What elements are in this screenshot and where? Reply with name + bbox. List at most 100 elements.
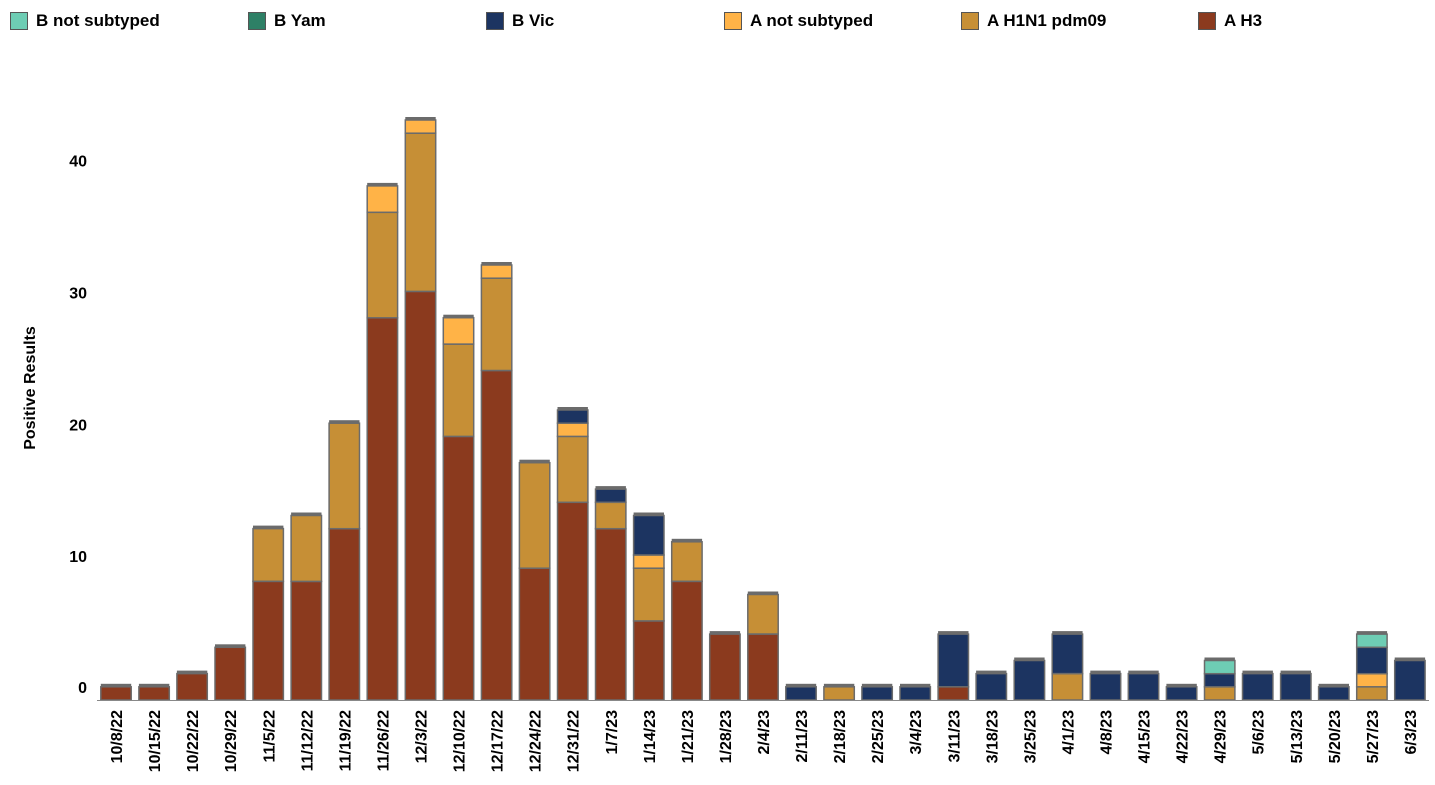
bar-segment (556, 409, 589, 424)
bar-cap (367, 182, 398, 187)
bar-segment (366, 211, 399, 319)
bar-segment (290, 580, 323, 701)
legend-label: A not subtyped (750, 11, 874, 30)
legend-swatch (724, 12, 742, 30)
bar-segment (518, 567, 551, 701)
bar-segment (1279, 672, 1312, 701)
y-tick-label: 0 (78, 680, 87, 697)
bar-segment (252, 527, 285, 583)
bar-segment (594, 501, 627, 530)
x-tick-label: 1/14/23 (642, 710, 659, 763)
bar-cap (747, 591, 779, 595)
bar-segment (670, 580, 703, 701)
x-tick-label: 12/24/22 (528, 710, 545, 772)
bar-segment (518, 461, 551, 569)
legend-item-a-h3: A H3 (1198, 10, 1262, 32)
bar-segment (1013, 659, 1046, 701)
bar-segment (556, 422, 589, 438)
bar-segment (404, 132, 437, 293)
bar-segment (328, 422, 361, 530)
bar-segment (1165, 686, 1198, 701)
bar-segment (138, 686, 171, 701)
legend-label: A H3 (1224, 11, 1263, 30)
bar-cap (938, 631, 969, 635)
bar-segment (1317, 686, 1350, 701)
legend-swatch (1198, 12, 1216, 30)
bar-segment (1089, 672, 1122, 701)
x-tick-label: 6/3/23 (1403, 710, 1420, 755)
bar-segment (747, 593, 779, 635)
bar-segment (1355, 633, 1388, 649)
bar-segment (404, 119, 437, 134)
bar-segment (442, 435, 475, 701)
legend-item-b-not-subtyped: B not subtyped (10, 10, 160, 32)
bar-segment (785, 686, 817, 701)
bar-segment (1355, 686, 1388, 701)
bar-cap (443, 314, 474, 319)
legend-swatch (10, 12, 28, 30)
bar-segment (823, 686, 856, 701)
bar-segment (1203, 686, 1236, 701)
bar-cap (1166, 683, 1197, 688)
x-tick-label: 12/10/22 (452, 710, 469, 772)
bar-cap (215, 644, 246, 648)
x-tick-label: 2/11/23 (794, 710, 811, 763)
bar-cap (253, 525, 284, 530)
x-tick-label: 3/18/23 (984, 710, 1001, 763)
legend-swatch (961, 12, 979, 30)
bar-segment (366, 185, 399, 214)
bar-cap (633, 512, 664, 516)
bar-cap (176, 670, 208, 675)
bar-cap (519, 459, 550, 464)
bar-cap (861, 683, 893, 688)
bar-segment (556, 435, 589, 504)
bar-cap (1204, 657, 1235, 661)
y-tick-label: 30 (69, 286, 87, 303)
x-tick-label: 11/12/22 (299, 710, 316, 772)
bar-segment (100, 686, 132, 701)
bar-segment (1203, 659, 1236, 675)
x-axis-ticks: 10/8/22 10/15/22 10/22/22 10/29/22 11/5/22 11… (109, 710, 1420, 772)
legend-item-b-vic: B Vic (486, 10, 554, 32)
x-tick-label: 11/19/22 (337, 710, 354, 772)
legend-swatch (486, 12, 504, 30)
bar-cap (1356, 631, 1388, 635)
y-tick-label: 10 (69, 549, 87, 566)
bar-segment (1127, 672, 1160, 701)
x-tick-label: 1/7/23 (604, 710, 621, 755)
bar-cap (138, 683, 170, 688)
y-tick-label: 40 (69, 154, 87, 171)
bar-segment (1355, 646, 1388, 675)
bar-segment (556, 501, 589, 701)
bar-cap (785, 683, 817, 688)
bar-cap (1052, 631, 1083, 635)
bar-cap (709, 631, 741, 635)
x-tick-label: 10/8/22 (109, 710, 126, 763)
x-tick-label: 4/22/23 (1175, 710, 1192, 763)
bars-group (100, 117, 1426, 701)
bar-cap (1128, 670, 1159, 675)
x-tick-label: 5/20/23 (1327, 710, 1344, 763)
bar-cap (405, 117, 436, 121)
x-tick-label: 12/17/22 (490, 710, 507, 772)
y-tick-label: 20 (69, 417, 87, 434)
x-tick-label: 3/25/23 (1022, 710, 1039, 763)
legend-item-a-not-subtyped: A not subtyped (724, 10, 873, 32)
legend-label: B Yam (274, 11, 326, 30)
bar-segment (290, 514, 323, 583)
bar-segment (1393, 659, 1426, 701)
x-tick-label: 10/22/22 (185, 710, 202, 772)
bar-segment (1051, 672, 1084, 701)
bar-segment (1355, 672, 1388, 688)
legend: B not subtyped B Yam B Vic A not subtype… (0, 0, 1435, 40)
bar-segment (708, 633, 741, 701)
bar-cap (100, 683, 132, 688)
bar-segment (1203, 672, 1236, 688)
x-tick-label: 2/4/23 (756, 710, 773, 755)
bar-segment (632, 567, 665, 622)
bar-cap (1280, 670, 1311, 675)
bar-cap (595, 486, 626, 490)
bar-segment (480, 264, 513, 279)
bar-segment (632, 514, 665, 556)
x-tick-label: 5/27/23 (1365, 710, 1382, 763)
